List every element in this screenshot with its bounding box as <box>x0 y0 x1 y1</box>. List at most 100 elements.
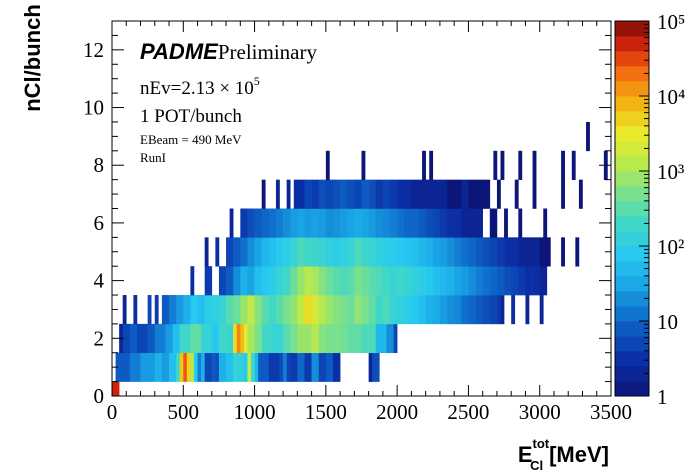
x-tick-label: 0 <box>107 400 118 424</box>
preliminary-text: Preliminary <box>218 40 318 64</box>
heatmap-cell <box>332 323 341 354</box>
heatmap-cell <box>211 323 220 354</box>
heatmap-cell <box>186 352 191 382</box>
heatmap-cell <box>539 266 548 296</box>
heatmap-cell <box>332 266 341 296</box>
heatmap-cell <box>454 179 462 209</box>
heatmap-cell <box>193 352 198 382</box>
heatmap-cell <box>340 208 348 238</box>
x-tick-label: 500 <box>168 400 200 424</box>
color-scale-label: 10⁵ <box>657 10 685 34</box>
heatmap-cell <box>261 323 273 354</box>
heatmap-cell <box>425 208 434 238</box>
heatmap-cell <box>304 295 312 325</box>
heatmap-cell <box>354 295 362 325</box>
heatmap-cell <box>318 208 327 238</box>
heatmap-cell <box>201 323 213 354</box>
run-label: RunI <box>140 150 166 165</box>
heatmap-cell <box>475 266 483 296</box>
heatmap-cell <box>176 295 184 325</box>
heatmap-cell <box>297 179 305 209</box>
heatmap-cell <box>247 237 255 267</box>
heatmap-cell <box>489 237 498 267</box>
heatmap-cell <box>211 295 220 325</box>
y-tick-label: 10 <box>83 96 104 120</box>
heatmap-cell <box>546 237 551 267</box>
heatmap-cell <box>283 295 291 325</box>
color-scale-band <box>615 156 649 172</box>
heatmap-cell <box>275 295 284 325</box>
color-scale-band <box>615 21 649 37</box>
heatmap-cell <box>226 295 234 325</box>
heatmap-cell <box>304 179 312 209</box>
heatmap-cell <box>390 266 398 296</box>
heatmap-cell <box>425 295 434 325</box>
heatmap-cell <box>475 179 483 209</box>
heatmap-cell <box>411 237 419 267</box>
heatmap-cell <box>325 237 334 267</box>
color-scale-band <box>615 126 649 142</box>
heatmap-cell <box>204 352 213 382</box>
heatmap-cell <box>397 295 405 325</box>
heatmap-cell <box>496 237 505 267</box>
heatmap-cell <box>361 208 369 238</box>
heatmap-cell <box>418 208 426 238</box>
color-scale-band <box>615 36 649 52</box>
heatmap-cell <box>275 266 284 296</box>
pot-label: 1 POT/bunch <box>140 106 242 127</box>
heatmap-cell <box>325 208 334 238</box>
heatmap-cell <box>318 295 327 325</box>
heatmap-cell <box>183 295 191 325</box>
heatmap-cell <box>161 295 170 325</box>
color-scale-band <box>615 231 649 247</box>
heatmap-cell <box>390 179 398 209</box>
heatmap-cell <box>511 237 519 267</box>
heatmap-cell <box>325 266 334 296</box>
heatmap-cell <box>571 150 576 180</box>
heatmap-cell <box>422 150 426 180</box>
heatmap-cell <box>268 352 280 382</box>
heatmap-cell <box>468 295 476 325</box>
heatmap-cell <box>268 266 277 296</box>
y-tick-label: 8 <box>94 153 105 177</box>
heatmap-cell <box>236 352 245 382</box>
color-scale-band <box>615 336 649 352</box>
heatmap-cell <box>340 237 348 267</box>
heatmap-cell <box>233 352 238 382</box>
heatmap-cell <box>347 266 355 296</box>
heatmap-cell <box>240 208 248 238</box>
y-tick-label: 4 <box>94 269 105 293</box>
heatmap-cell <box>404 237 412 267</box>
heatmap-cell <box>347 295 355 325</box>
x-axis-title-sub: Cl <box>530 458 543 472</box>
heatmap-cell <box>425 237 434 267</box>
heatmap-cell <box>404 266 412 296</box>
heatmap-cell <box>532 237 541 267</box>
heatmap-cell <box>493 150 498 180</box>
x-axis: 0 500 1000 1500 2000 2500 3000 3500 <box>107 21 632 424</box>
heatmap-cell <box>354 266 362 296</box>
heatmap-cell <box>290 323 298 354</box>
x-axis-title-main: E <box>518 442 533 467</box>
heatmap-cell <box>318 266 327 296</box>
heatmap-cell <box>332 179 341 209</box>
heatmap-cell <box>561 237 565 267</box>
color-scale-band <box>615 201 649 217</box>
heatmap-cell <box>318 323 327 354</box>
heatmap-cell <box>275 208 284 238</box>
nev-exponent: 5 <box>254 74 260 88</box>
heatmap-cell <box>261 208 270 238</box>
heatmap-cell <box>304 266 312 296</box>
heatmap-cell <box>218 323 227 354</box>
heatmap-cell <box>361 150 366 180</box>
heatmap-cell <box>240 237 248 267</box>
heatmap-cell <box>368 208 377 238</box>
color-scale-label: 10 <box>657 310 678 334</box>
heatmap-cell <box>176 352 181 382</box>
heatmap-cell <box>140 352 156 382</box>
heatmap-cell <box>211 352 216 382</box>
heatmap-cell <box>447 179 455 209</box>
heatmap-cell <box>454 266 462 296</box>
heatmap-cell <box>504 266 512 296</box>
color-scale-band <box>615 111 649 127</box>
